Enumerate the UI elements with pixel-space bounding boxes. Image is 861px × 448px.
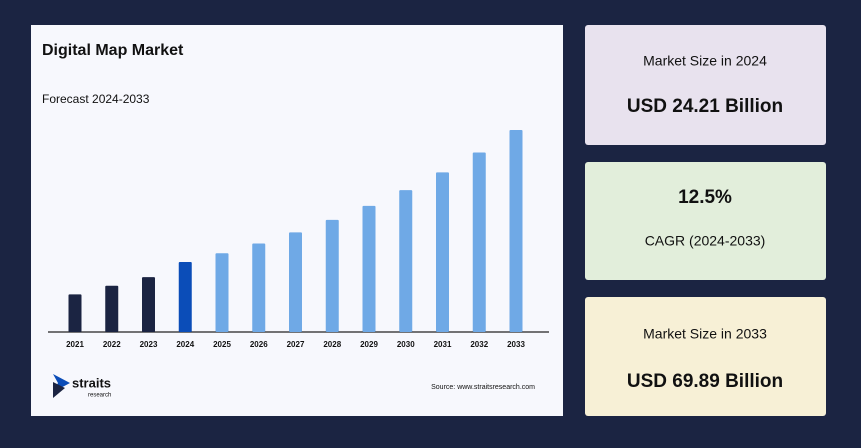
logo: straits research (53, 374, 111, 399)
x-tick-label: 2033 (507, 340, 525, 349)
bar (362, 205, 376, 332)
bar (399, 190, 413, 332)
logo-icon (53, 382, 65, 398)
x-tick-label: 2028 (323, 340, 341, 349)
bar (178, 262, 192, 332)
bar (436, 172, 449, 332)
stat-value: USD 24.21 Billion (627, 96, 783, 117)
x-tick-label: 2030 (397, 340, 415, 349)
stat-value: USD 69.89 Billion (627, 371, 783, 392)
chart-title: Digital Map Market (42, 42, 184, 59)
stat-card (585, 25, 826, 145)
bar (68, 294, 82, 332)
stat-card (585, 162, 826, 280)
x-tick-label: 2024 (176, 340, 194, 349)
x-tick-label: 2029 (360, 340, 378, 349)
x-tick-label: 2031 (434, 340, 452, 349)
stat-label: Market Size in 2024 (643, 53, 767, 69)
bar (509, 130, 523, 332)
x-tick-label: 2026 (250, 340, 268, 349)
bar (215, 253, 229, 332)
stat-card (585, 297, 826, 416)
logo-name: straits (72, 375, 111, 390)
bar (472, 152, 486, 332)
x-tick-label: 2021 (66, 340, 84, 349)
bar (325, 219, 339, 332)
source: Source: www.straitsresearch.com (431, 384, 535, 391)
bar (105, 285, 119, 332)
chart-subtitle: Forecast 2024-2033 (42, 92, 150, 106)
x-tick-label: 2032 (470, 340, 488, 349)
x-tick-label: 2022 (103, 340, 121, 349)
logo-tagline: research (88, 393, 111, 399)
stat-label: CAGR (2024-2033) (645, 233, 766, 249)
x-tick-label: 2023 (140, 340, 158, 349)
bar (252, 243, 266, 332)
x-tick-label: 2027 (287, 340, 305, 349)
bar (289, 232, 302, 332)
stat-label: Market Size in 2033 (643, 326, 767, 342)
stat-value: 12.5% (678, 187, 732, 208)
x-tick-label: 2025 (213, 340, 231, 349)
bar (142, 277, 155, 332)
